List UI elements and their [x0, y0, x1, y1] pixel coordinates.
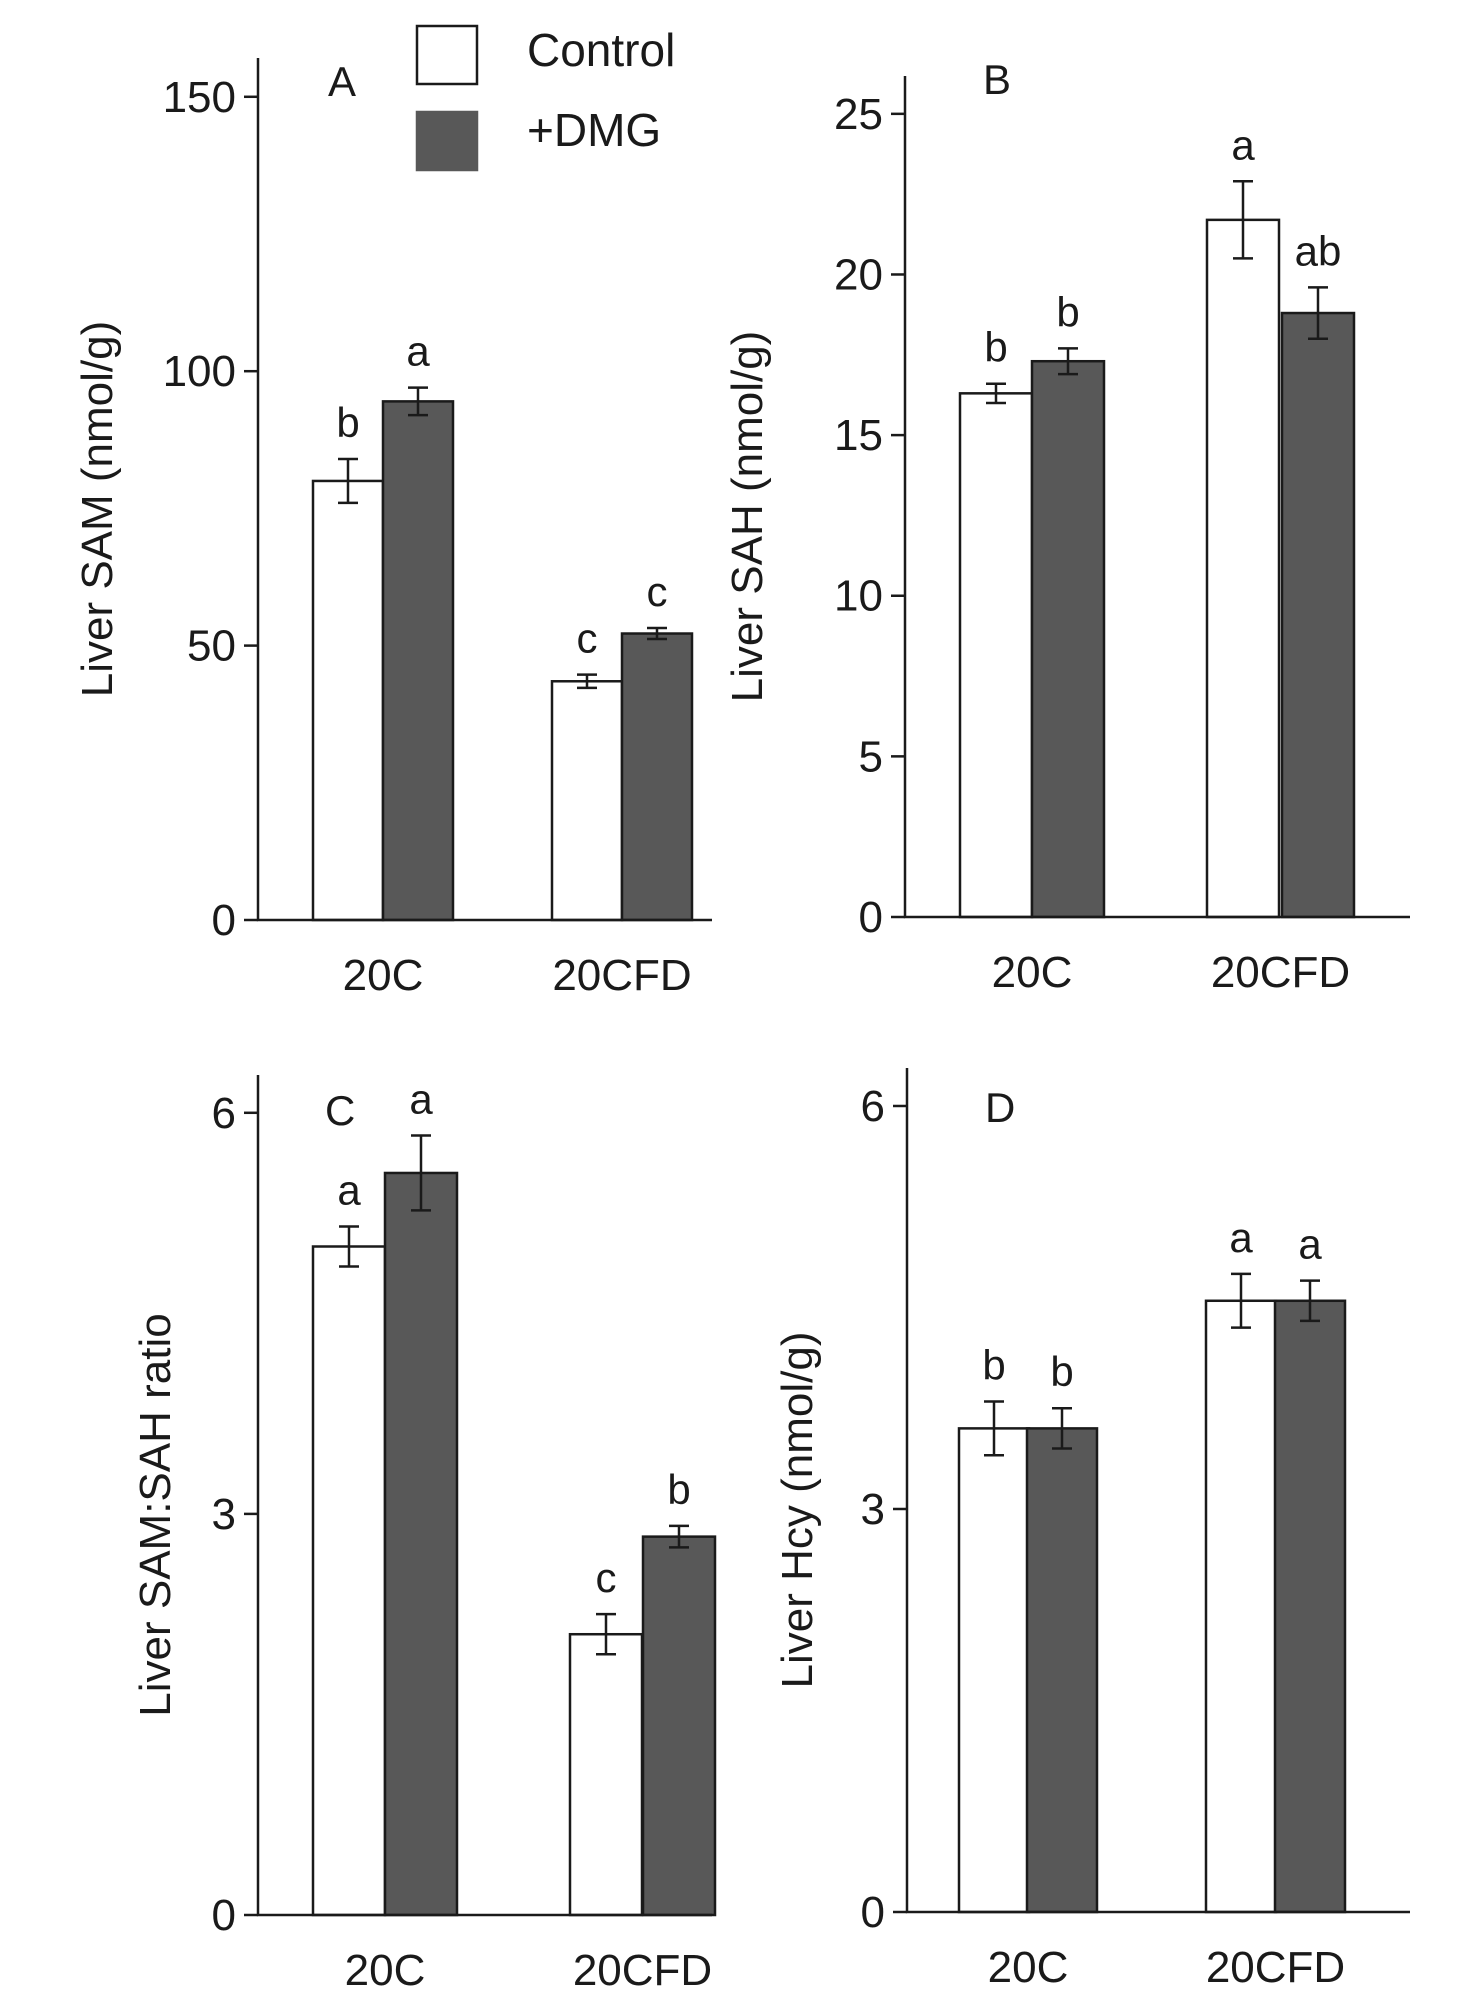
significance-letter: a [406, 328, 430, 375]
y-tick-label: 10 [834, 572, 883, 621]
legend: Control +DMG [415, 24, 675, 172]
x-category-label: 20CFD [1211, 948, 1350, 997]
bar-control-20cfd [568, 1632, 644, 1917]
y-tick-label: 25 [834, 90, 883, 139]
error-bar [1300, 1279, 1320, 1323]
error-bar [1308, 286, 1328, 340]
significance-letter: ab [1295, 227, 1342, 274]
y-tick-label: 15 [834, 411, 883, 460]
bar-control-20cfd [1205, 218, 1281, 919]
x-category-label: 20CFD [1206, 1943, 1345, 1992]
y-tick-label: 0 [861, 1888, 885, 1937]
legend-label-control: Control [527, 24, 675, 76]
y-tick-label: 6 [212, 1089, 236, 1138]
y-tick-label: 6 [861, 1082, 885, 1131]
error-bar [1052, 1406, 1072, 1450]
error-bar [1231, 1272, 1251, 1329]
legend-swatch-control [415, 24, 479, 86]
y-axis-label: Liver SAM (nmol/g) [73, 321, 122, 698]
error-bar [986, 382, 1006, 405]
bar-control-20c [957, 1427, 1031, 1914]
y-tick-label: 3 [212, 1490, 236, 1539]
significance-letter: c [647, 568, 668, 615]
error-bar [1058, 347, 1078, 376]
y-tick-label: 100 [163, 347, 236, 396]
bar-control-20c [958, 392, 1034, 919]
panel-c: a c a b 0 3 6 20C 20CFD Liver SAM:SAH ratio C [131, 1075, 717, 1995]
bar-dmg-20cfd [1273, 1299, 1347, 1914]
y-tick-label: 20 [834, 250, 883, 299]
panel-d: b a b a 0 3 6 20C 20CFD Liver Hcy (nmol/g) D [773, 1068, 1410, 1992]
significance-letter: b [982, 1342, 1005, 1389]
bar-dmg-20cfd [620, 632, 694, 922]
error-bar [338, 457, 358, 505]
significance-letter: b [984, 324, 1007, 371]
significance-letter: a [337, 1166, 361, 1213]
significance-letter: b [336, 399, 359, 446]
y-tick-label: 5 [859, 732, 883, 781]
bar-control-20c [311, 479, 385, 922]
bar-control-20cfd [550, 680, 624, 922]
significance-letter: b [1056, 288, 1079, 335]
bar-dmg-20c [381, 400, 455, 922]
panel-letter: D [985, 1084, 1015, 1131]
significance-letter: a [1231, 121, 1255, 168]
panel-a: b c a c 0 50 100 150 20C 20CFD Liver SAM (nmol/g) A [73, 58, 712, 1000]
bar-control-20c [311, 1245, 387, 1917]
legend-swatch-dmg [415, 110, 479, 172]
bar-control-20cfd [1204, 1299, 1278, 1914]
x-category-label: 20C [988, 1943, 1069, 1992]
bar-dmg-20c [1025, 1427, 1099, 1914]
y-tick-label: 50 [187, 622, 236, 671]
legend-label-dmg: +DMG [527, 104, 661, 156]
x-category-label: 20C [992, 948, 1073, 997]
error-bar [339, 1225, 359, 1268]
x-category-label: 20CFD [573, 1946, 712, 1995]
significance-letter: c [577, 615, 598, 662]
significance-letter: b [1050, 1348, 1073, 1395]
error-bar [577, 673, 597, 690]
y-tick-label: 3 [861, 1485, 885, 1534]
x-category-label: 20C [345, 1946, 426, 1995]
significance-letter: a [1229, 1214, 1253, 1261]
x-category-label: 20CFD [552, 951, 691, 1000]
significance-letter: a [1298, 1221, 1322, 1268]
y-tick-label: 0 [212, 896, 236, 945]
bar-dmg-20cfd [1280, 311, 1356, 919]
error-bar [669, 1524, 689, 1549]
error-bar [596, 1612, 616, 1656]
panel-letter: B [983, 56, 1011, 103]
error-bar [647, 626, 667, 641]
y-tick-label: 150 [163, 73, 236, 122]
error-bar [408, 386, 428, 417]
bar-dmg-20cfd [641, 1535, 717, 1917]
error-bar [411, 1134, 431, 1212]
significance-letter: b [667, 1466, 690, 1513]
significance-letter: c [596, 1554, 617, 1601]
y-axis-label: Liver Hcy (nmol/g) [773, 1332, 822, 1689]
y-tick-label: 0 [859, 893, 883, 942]
y-axis-label: Liver SAM:SAH ratio [131, 1313, 180, 1716]
y-tick-label: 0 [212, 1891, 236, 1940]
bar-dmg-20c [383, 1171, 459, 1917]
error-bar [1233, 180, 1253, 260]
bar-dmg-20c [1030, 359, 1106, 919]
y-axis-label: Liver SAH (nmol/g) [723, 331, 772, 703]
error-bar [984, 1400, 1004, 1457]
significance-letter: a [409, 1076, 433, 1123]
x-category-label: 20C [343, 951, 424, 1000]
panel-letter: C [325, 1087, 355, 1134]
panel-letter: A [328, 58, 356, 105]
